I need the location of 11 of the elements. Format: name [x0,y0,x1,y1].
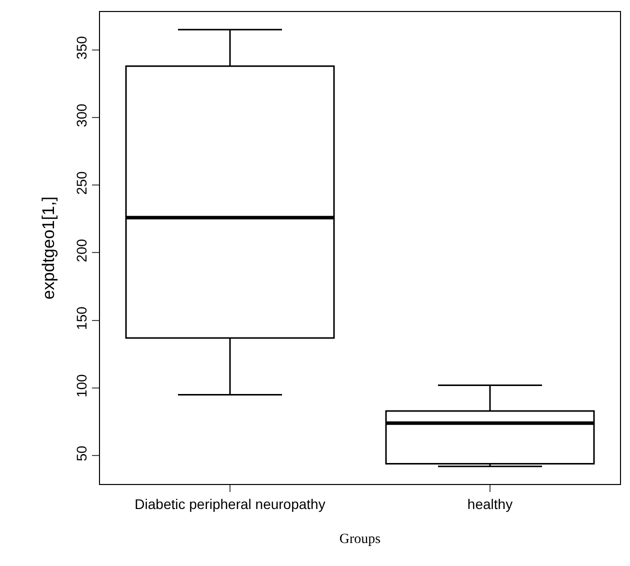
y-tick-label: 200 [73,238,90,262]
x-tick-label: Diabetic peripheral neuropathy [134,496,326,512]
y-tick-label: 300 [73,103,90,128]
y-tick-label: 100 [73,374,90,398]
y-axis-title: expdtgeo1[1,] [38,196,58,300]
y-tick-label: 150 [73,306,90,330]
y-tick-label: 250 [73,171,90,195]
y-tick-label: 50 [73,446,90,462]
x-tick-label: healthy [467,496,513,512]
y-tick-label: 350 [73,36,90,60]
x-axis-title: Groups [339,532,381,548]
